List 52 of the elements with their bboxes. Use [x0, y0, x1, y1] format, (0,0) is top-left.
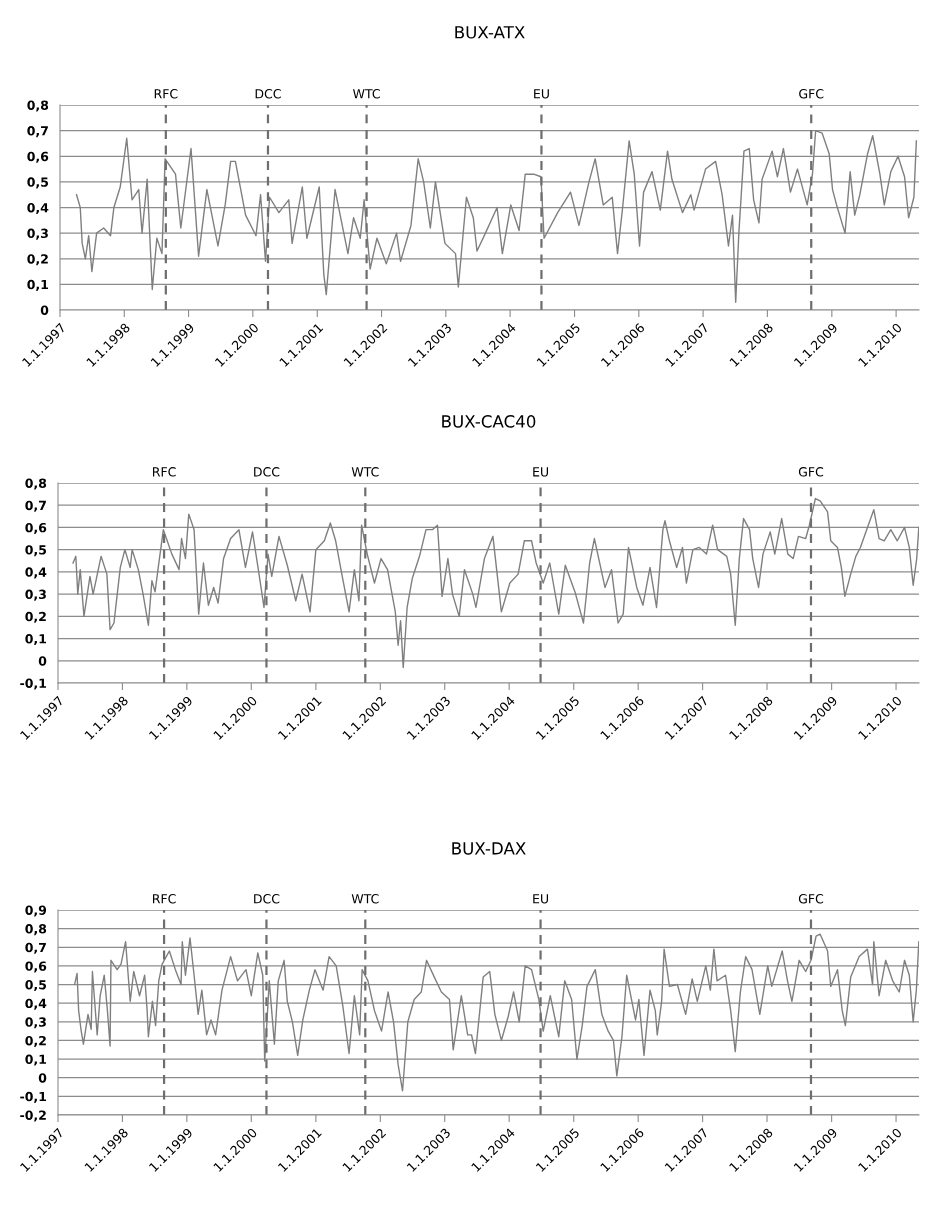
y-tick-label: 0,5 [25, 980, 47, 992]
y-tick-label: 0,1 [25, 1054, 47, 1066]
chart-title: BUX-DAX [452, 842, 526, 855]
y-tick-label: 0,3 [25, 589, 46, 601]
y-tick-label: 0,7 [25, 500, 46, 512]
ref-line-label: EU [533, 894, 549, 904]
y-tick-label: 0,8 [27, 100, 49, 112]
y-tick-label: 0,4 [25, 998, 47, 1010]
line-series [73, 933, 919, 1092]
ref-line-label: RFC [154, 89, 178, 99]
y-tick-label: 0,2 [25, 1035, 46, 1047]
ref-line-label: DCC [254, 467, 280, 477]
y-tick-label: 0,6 [27, 151, 49, 163]
y-tick-label: 0,8 [25, 924, 47, 936]
y-tick-label: 0,5 [25, 545, 47, 557]
y-tick-label: 0,4 [25, 567, 47, 579]
ref-line-label: RFC [153, 467, 176, 477]
ref-line-label: GFC [799, 89, 824, 99]
y-tick-label: 0,9 [25, 905, 47, 917]
y-tick-label: 0,8 [25, 478, 47, 490]
y-tick-label: 0,7 [27, 126, 48, 138]
chart-title: BUX-CAC40 [442, 415, 536, 428]
y-tick-label: 0 [38, 656, 47, 666]
y-tick-label: 0,1 [25, 634, 47, 646]
ref-line-label: WTC [351, 467, 379, 477]
ref-line-label: WTC [351, 894, 379, 904]
chart-title: BUX-ATX [455, 26, 525, 39]
y-tick-label: 0 [38, 1073, 47, 1083]
y-tick-label: -0,2 [20, 1110, 46, 1122]
ref-line-label: GFC [798, 467, 824, 477]
y-tick-label: 0,3 [27, 228, 48, 240]
y-tick-label: -0,1 [20, 1091, 47, 1103]
y-tick-label: 0,2 [27, 254, 48, 266]
y-tick-label: 0,1 [27, 279, 49, 291]
line-series [75, 129, 918, 304]
line-series [72, 497, 919, 669]
ref-line-label: EU [533, 467, 549, 477]
ref-line-label: DCC [254, 894, 280, 904]
y-tick-label: 0 [40, 305, 49, 315]
ref-line-label: WTC [353, 89, 380, 99]
y-tick-label: 0,6 [25, 961, 47, 973]
y-tick-label: 0,7 [25, 942, 46, 954]
y-tick-label: 0,4 [27, 202, 49, 215]
y-tick-label: 0,3 [25, 1017, 46, 1029]
y-tick-label: 0,5 [27, 177, 49, 189]
ref-line-label: GFC [798, 894, 824, 904]
y-tick-label: 0,2 [25, 611, 46, 623]
ref-line-label: DCC [255, 89, 281, 99]
y-tick-label: -0,1 [20, 678, 47, 690]
y-tick-label: 0,6 [25, 522, 47, 534]
ref-line-label: EU [534, 89, 549, 99]
ref-line-label: RFC [153, 894, 176, 904]
